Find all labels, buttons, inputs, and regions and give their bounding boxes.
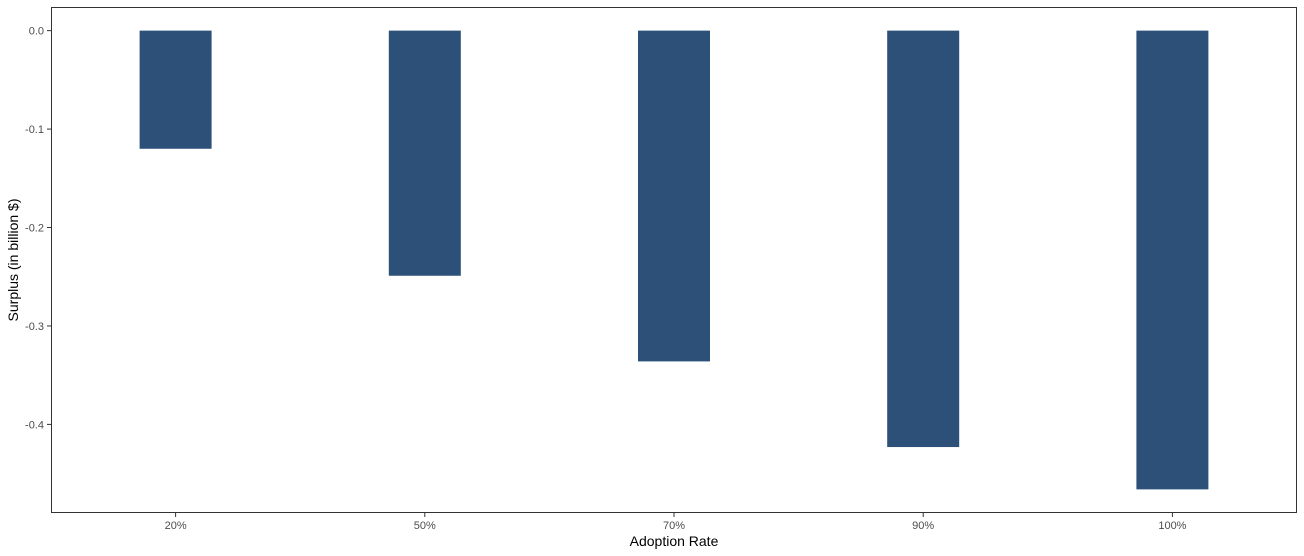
plot-panel-border	[51, 7, 1297, 513]
y-tick-label: -0.2	[25, 223, 44, 235]
y-tick-label: 0.0	[29, 26, 44, 38]
bar-90pct	[887, 30, 960, 448]
x-tick-label: 20%	[165, 520, 187, 532]
bar-100pct	[1136, 30, 1209, 490]
bar-20pct	[139, 30, 212, 149]
x-axis-title: Adoption Rate	[630, 533, 719, 549]
y-axis: 0.0 -0.1 -0.2 -0.3 -0.4	[25, 26, 51, 431]
x-tick-label: 100%	[1158, 520, 1186, 532]
x-tick-label: 90%	[912, 520, 934, 532]
bar-70pct	[638, 30, 710, 362]
bar-50pct	[388, 30, 461, 276]
y-tick-label: -0.4	[25, 419, 44, 431]
y-tick-label: -0.1	[25, 124, 44, 136]
bars-layer	[139, 30, 1209, 490]
x-tick-label: 50%	[414, 520, 436, 532]
x-axis: 20% 50% 70% 90% 100%	[165, 513, 1187, 532]
y-axis-title: Surplus (in billion $)	[5, 199, 21, 322]
x-tick-label: 70%	[663, 520, 685, 532]
y-tick-label: -0.3	[25, 321, 44, 333]
